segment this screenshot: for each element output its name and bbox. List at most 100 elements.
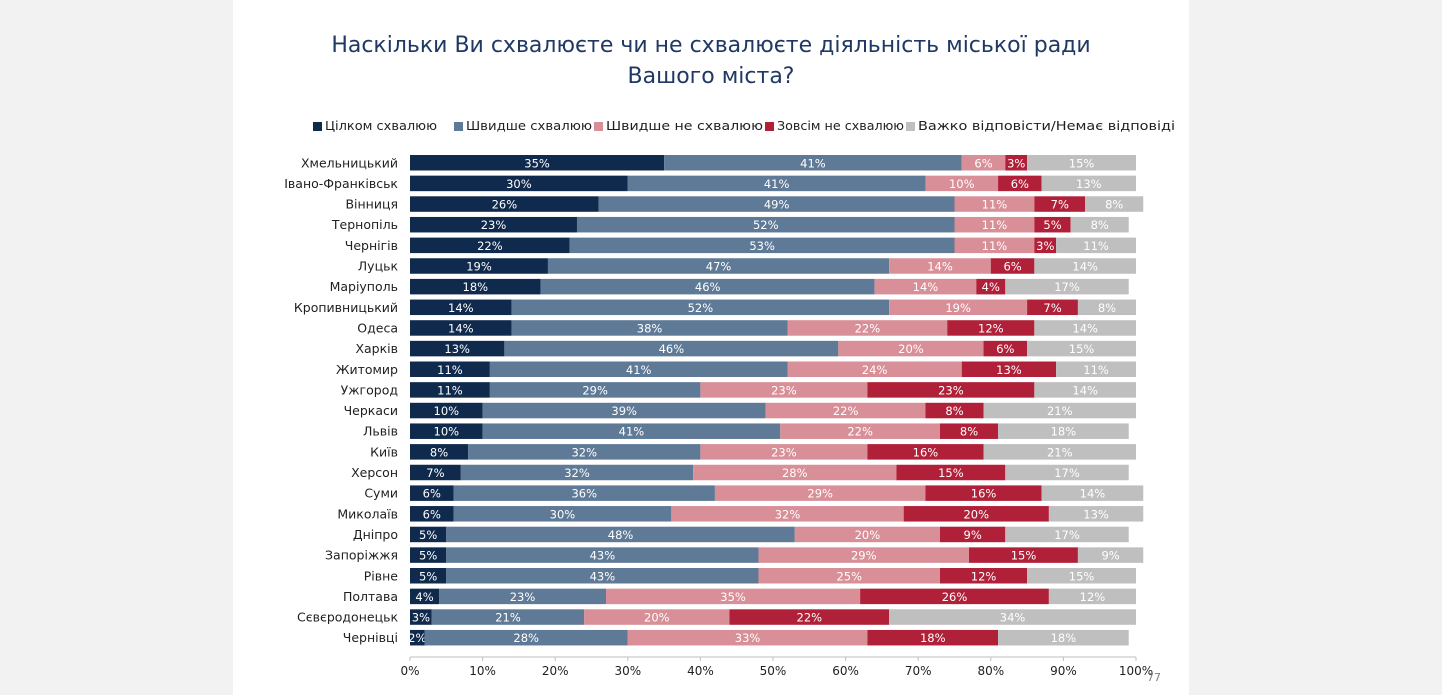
data-label: 8% xyxy=(960,425,978,439)
page-number: 77 xyxy=(1147,671,1161,684)
data-label: 48% xyxy=(608,528,634,542)
x-tick-label: 10% xyxy=(469,664,496,678)
category-label: Херсон xyxy=(351,465,398,480)
bar-segment xyxy=(765,402,926,419)
bar-segment xyxy=(1034,196,1086,212)
bar-segment xyxy=(1005,464,1129,481)
data-label: 41% xyxy=(764,177,790,191)
data-label: 14% xyxy=(913,280,939,294)
data-label: 46% xyxy=(695,280,721,294)
data-label: 15% xyxy=(1069,569,1095,583)
bar-segment xyxy=(627,175,926,192)
data-label: 33% xyxy=(735,631,761,645)
bar-segment xyxy=(983,402,1136,419)
data-label: 2% xyxy=(408,631,426,645)
data-label: 16% xyxy=(913,445,939,459)
data-label: 15% xyxy=(1069,342,1095,356)
category-label: Дніпро xyxy=(353,527,398,542)
bar-segment xyxy=(482,423,781,439)
bar-segment xyxy=(990,258,1035,274)
category-label: Харків xyxy=(355,341,398,356)
data-label: 21% xyxy=(1047,404,1073,418)
bar-segment xyxy=(584,609,730,625)
data-label: 20% xyxy=(644,611,670,625)
data-label: 23% xyxy=(510,590,536,604)
data-label: 8% xyxy=(945,404,963,418)
data-label: 41% xyxy=(800,156,826,170)
x-tick-label: 70% xyxy=(905,664,932,678)
data-label: 18% xyxy=(1051,631,1077,645)
category-label: Кропивницький xyxy=(294,300,398,315)
data-label: 6% xyxy=(974,156,992,170)
data-label: 8% xyxy=(430,445,448,459)
data-label: 12% xyxy=(971,569,997,583)
data-label: 5% xyxy=(419,569,437,583)
bar-segment xyxy=(410,340,505,357)
slide: Наскільки Ви схвалюєте чи не схвалюєте д… xyxy=(233,0,1189,695)
bar-segment xyxy=(598,196,955,212)
data-label: 13% xyxy=(1076,177,1102,191)
data-label: 43% xyxy=(590,549,616,563)
data-label: 26% xyxy=(942,590,968,604)
data-label: 19% xyxy=(466,260,492,274)
bar-segment xyxy=(998,423,1129,439)
data-label: 14% xyxy=(448,321,474,335)
data-label: 11% xyxy=(437,363,463,377)
legend-label-2: Швидше схвалюю xyxy=(466,118,592,133)
data-label: 22% xyxy=(477,239,503,253)
data-label: 14% xyxy=(927,260,953,274)
bar-segment xyxy=(889,299,1028,316)
category-label: Полтава xyxy=(343,589,398,604)
category-label: Житомир xyxy=(336,362,398,377)
bar-segment xyxy=(410,444,469,460)
bar-segment xyxy=(889,609,1136,625)
bar-segment xyxy=(874,278,977,295)
data-label: 35% xyxy=(720,590,746,604)
data-label: 10% xyxy=(434,425,460,439)
data-label: 3% xyxy=(1036,239,1054,253)
data-label: 15% xyxy=(1069,156,1095,170)
x-tick-label: 20% xyxy=(542,664,569,678)
x-tick-label: 50% xyxy=(760,664,787,678)
data-label: 18% xyxy=(463,280,489,294)
bar-segment xyxy=(961,361,1057,377)
data-label: 9% xyxy=(1101,549,1119,563)
bar-segment xyxy=(758,547,970,563)
category-label: Вінниця xyxy=(345,197,398,212)
data-label: 23% xyxy=(771,445,797,459)
bar-segment xyxy=(511,320,788,336)
bar-segment xyxy=(569,237,955,254)
bar-segment xyxy=(410,320,512,336)
bar-segment xyxy=(439,588,607,605)
bar-segment xyxy=(903,506,1049,522)
bar-segment xyxy=(627,629,868,646)
data-label: 8% xyxy=(1105,198,1123,212)
bar-segment xyxy=(954,237,1035,254)
bar-segment xyxy=(838,340,984,357)
data-label: 12% xyxy=(978,321,1004,335)
bar-segment xyxy=(1085,196,1144,212)
data-label: 14% xyxy=(1080,487,1106,501)
bar-segment xyxy=(468,444,701,460)
data-label: 32% xyxy=(775,507,801,521)
category-label: Івано-Франківськ xyxy=(284,176,398,191)
bar-segment xyxy=(1048,506,1144,522)
data-label: 20% xyxy=(898,342,924,356)
category-label: Миколаїв xyxy=(337,506,398,521)
data-label: 6% xyxy=(1003,260,1021,274)
data-label: 17% xyxy=(1054,280,1080,294)
bar-segment xyxy=(460,464,694,481)
bar-segment xyxy=(961,155,1006,171)
bar-segment xyxy=(1070,216,1129,233)
category-label: Чернігів xyxy=(345,238,398,253)
x-tick-label: 40% xyxy=(687,664,714,678)
data-label: 26% xyxy=(492,198,518,212)
data-label: 30% xyxy=(506,177,532,191)
bar-segment xyxy=(925,175,999,192)
category-label: Запоріжжя xyxy=(325,548,398,563)
data-label: 23% xyxy=(771,383,797,397)
data-label: 3% xyxy=(1007,156,1025,170)
bar-segment xyxy=(867,629,999,646)
bar-segment xyxy=(410,547,447,563)
bar-segment xyxy=(1056,237,1136,254)
